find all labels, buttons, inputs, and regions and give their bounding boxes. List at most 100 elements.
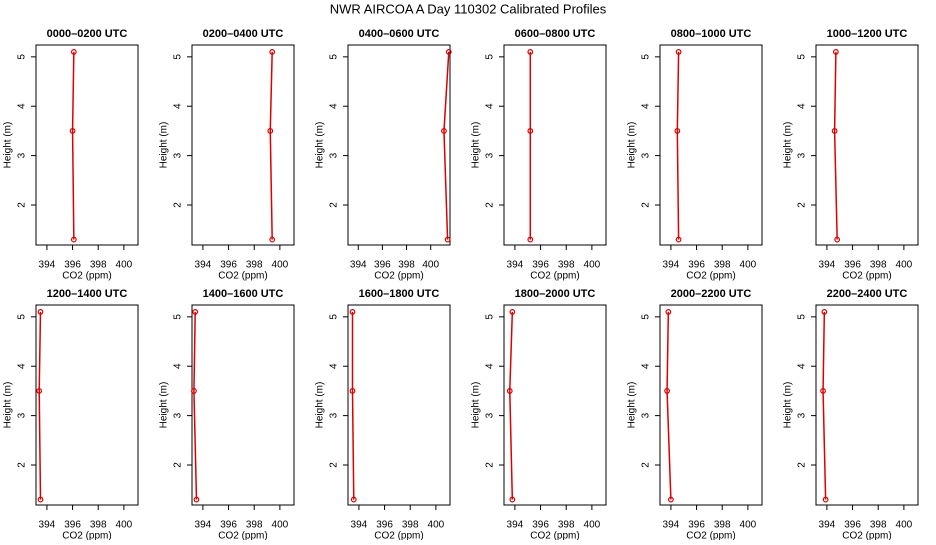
y-tick-label: 2 bbox=[329, 462, 340, 468]
y-axis-label: Height (m) bbox=[627, 122, 638, 169]
y-axis-label: Height (m) bbox=[315, 382, 326, 429]
x-tick-label: 400 bbox=[116, 260, 133, 271]
x-tick-label: 398 bbox=[870, 520, 887, 531]
x-tick-label: 400 bbox=[116, 520, 133, 531]
y-tick-label: 3 bbox=[173, 412, 184, 418]
y-tick-label: 4 bbox=[17, 363, 28, 369]
x-tick-label: 394 bbox=[350, 260, 367, 271]
data-point bbox=[664, 388, 670, 394]
panel-title: 0800–1000 UTC bbox=[671, 28, 752, 40]
y-axis-label: Height (m) bbox=[783, 122, 794, 169]
y-tick-label: 3 bbox=[641, 152, 652, 158]
y-tick-label: 4 bbox=[797, 103, 808, 109]
x-tick-label: 400 bbox=[740, 520, 757, 531]
y-tick-label: 2 bbox=[173, 462, 184, 468]
y-tick-label: 2 bbox=[329, 202, 340, 208]
panel-title: 0000–0200 UTC bbox=[47, 28, 128, 40]
x-tick-label: 400 bbox=[584, 520, 601, 531]
data-point bbox=[527, 236, 534, 243]
data-point bbox=[822, 496, 829, 503]
y-tick-label: 5 bbox=[797, 54, 808, 60]
profile-line bbox=[193, 311, 198, 500]
x-axis-label: CO2 (ppm) bbox=[842, 531, 891, 540]
x-tick-label: 394 bbox=[819, 260, 836, 271]
x-tick-label: 394 bbox=[819, 520, 836, 531]
x-tick-label: 398 bbox=[558, 260, 575, 271]
y-tick-label: 2 bbox=[797, 202, 808, 208]
data-point bbox=[820, 388, 826, 394]
y-tick-label: 5 bbox=[329, 54, 340, 60]
plot-frame bbox=[659, 304, 763, 506]
y-tick-label: 3 bbox=[485, 152, 496, 158]
y-tick-label: 3 bbox=[173, 152, 184, 158]
x-tick-label: 400 bbox=[896, 260, 913, 271]
data-point bbox=[445, 49, 452, 55]
y-tick-label: 3 bbox=[17, 152, 28, 158]
x-tick-label: 396 bbox=[374, 260, 391, 271]
y-axis-label: Height (m) bbox=[159, 382, 170, 429]
x-tick-label: 398 bbox=[870, 260, 887, 271]
data-point bbox=[527, 128, 534, 134]
plot-frame bbox=[191, 304, 295, 506]
data-point bbox=[527, 49, 534, 55]
data-point bbox=[832, 49, 839, 55]
y-tick-label: 4 bbox=[485, 363, 496, 369]
data-point bbox=[37, 496, 44, 503]
y-tick-label: 5 bbox=[485, 54, 496, 60]
x-tick-label: 400 bbox=[428, 520, 445, 531]
y-tick-label: 2 bbox=[641, 202, 652, 208]
x-tick-label: 396 bbox=[688, 520, 705, 531]
data-point bbox=[509, 309, 516, 315]
y-axis-label: Height (m) bbox=[627, 382, 638, 429]
x-tick-label: 400 bbox=[740, 260, 757, 271]
y-tick-label: 4 bbox=[485, 103, 496, 109]
y-tick-label: 5 bbox=[17, 314, 28, 320]
data-point bbox=[831, 128, 838, 134]
panel-title: 2000–2200 UTC bbox=[671, 288, 752, 300]
y-tick-label: 2 bbox=[485, 462, 496, 468]
data-point bbox=[675, 236, 682, 243]
x-tick-label: 398 bbox=[402, 520, 419, 531]
x-axis-label: CO2 (ppm) bbox=[62, 271, 111, 282]
x-axis-label: CO2 (ppm) bbox=[686, 531, 735, 540]
x-tick-label: 394 bbox=[39, 520, 56, 531]
data-point bbox=[821, 309, 828, 315]
data-point bbox=[191, 388, 197, 394]
x-tick-label: 394 bbox=[663, 260, 680, 271]
y-axis-label: Height (m) bbox=[783, 382, 794, 429]
y-tick-label: 5 bbox=[641, 54, 652, 60]
x-tick-label: 396 bbox=[844, 520, 861, 531]
profile-line bbox=[351, 311, 355, 500]
data-point bbox=[441, 128, 447, 134]
x-axis-label: CO2 (ppm) bbox=[374, 271, 423, 282]
panel-title: 2200–2400 UTC bbox=[827, 288, 908, 300]
y-tick-label: 3 bbox=[485, 412, 496, 418]
y-tick-label: 3 bbox=[17, 412, 28, 418]
profile-line bbox=[676, 51, 680, 240]
x-axis-label: CO2 (ppm) bbox=[62, 531, 111, 540]
y-tick-label: 4 bbox=[797, 363, 808, 369]
x-tick-label: 398 bbox=[714, 260, 731, 271]
panel-title: 1200–1400 UTC bbox=[47, 288, 128, 300]
x-axis-label: CO2 (ppm) bbox=[374, 531, 423, 540]
profile-line bbox=[71, 51, 75, 240]
y-tick-label: 2 bbox=[173, 202, 184, 208]
profile-line bbox=[443, 51, 450, 240]
plot-frame bbox=[35, 304, 139, 506]
plot-frame bbox=[815, 44, 919, 246]
x-tick-label: 394 bbox=[663, 520, 680, 531]
data-point bbox=[675, 49, 682, 55]
x-tick-label: 398 bbox=[714, 520, 731, 531]
x-tick-label: 398 bbox=[246, 260, 263, 271]
profile-line bbox=[38, 311, 42, 500]
x-tick-label: 398 bbox=[90, 260, 107, 271]
data-point bbox=[69, 128, 76, 134]
data-point bbox=[193, 496, 200, 503]
y-tick-label: 5 bbox=[173, 54, 184, 60]
x-axis-label: CO2 (ppm) bbox=[686, 271, 735, 282]
data-point bbox=[350, 496, 357, 503]
y-tick-label: 2 bbox=[17, 202, 28, 208]
y-axis-label: Height (m) bbox=[3, 122, 14, 169]
x-tick-label: 396 bbox=[688, 260, 705, 271]
profile-line bbox=[822, 311, 827, 500]
